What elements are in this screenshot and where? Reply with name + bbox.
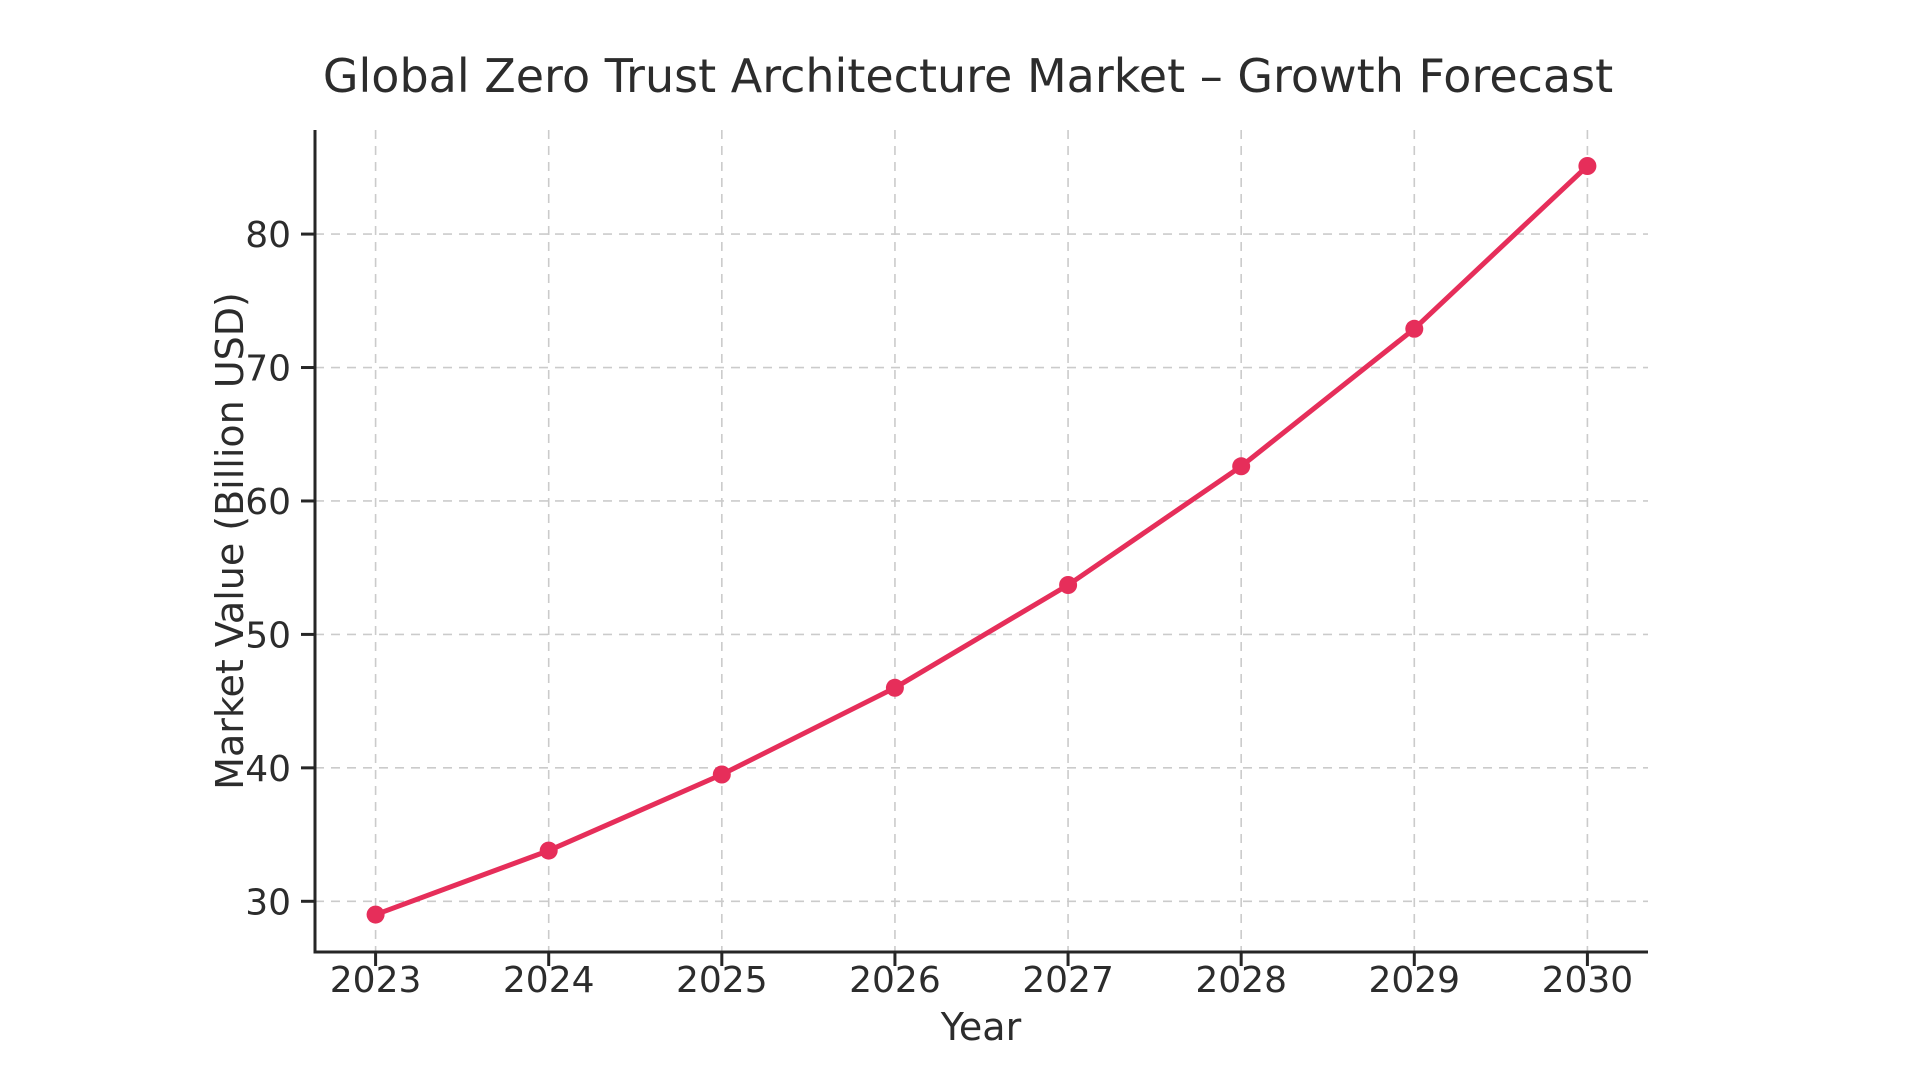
y-tick-label-30: 30 — [245, 882, 291, 923]
data-point-2030 — [1578, 157, 1597, 175]
y-tick-label-60: 60 — [245, 482, 291, 523]
series-line — [373, 163, 1590, 918]
data-point-2028 — [1232, 457, 1251, 476]
data-point-2025 — [712, 765, 731, 784]
y-tick-label-80: 80 — [245, 215, 291, 256]
x-tick-label-2024: 2024 — [503, 960, 595, 1001]
data-point-2027 — [1059, 576, 1078, 594]
x-tick-label-2029: 2029 — [1368, 960, 1460, 1001]
y-tick-label-70: 70 — [245, 349, 291, 390]
x-axis-label: Year — [940, 1005, 1022, 1049]
x-tick-label-2030: 2030 — [1542, 960, 1634, 1001]
x-tick-label-2023: 2023 — [330, 960, 422, 1001]
data-point-2026 — [885, 678, 904, 697]
x-tick-label-2026: 2026 — [849, 960, 941, 1001]
x-tick-label-2027: 2027 — [1022, 960, 1114, 1001]
x-tick-label-2028: 2028 — [1195, 960, 1287, 1001]
data-point-2023 — [366, 905, 385, 924]
chart-title: Global Zero Trust Architecture Market – … — [323, 49, 1613, 103]
x-tick-label-2025: 2025 — [676, 960, 768, 1001]
y-axis-label: Market Value (Billion USD) — [208, 292, 252, 790]
data-point-2024 — [539, 841, 558, 860]
y-tick-label-40: 40 — [245, 749, 291, 790]
data-point-2029 — [1405, 319, 1424, 338]
y-tick-label-50: 50 — [245, 615, 291, 656]
